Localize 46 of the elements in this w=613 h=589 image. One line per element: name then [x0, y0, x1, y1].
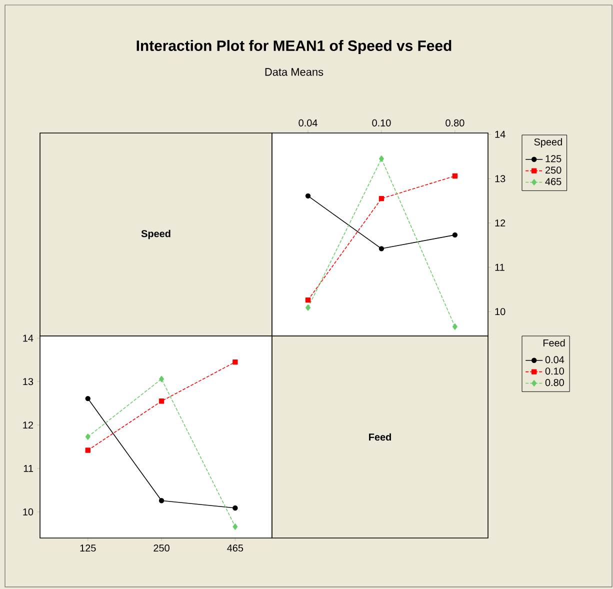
y-tick-label: 10 [23, 508, 34, 516]
legend-title: Speed [534, 138, 562, 148]
text: Interaction Plot for MEAN1 of Speed vs Feed [136, 40, 452, 54]
point [232, 505, 238, 511]
x-tick-label: 0.04 [298, 119, 318, 126]
y-tick-label: 13 [23, 378, 34, 386]
point [85, 396, 90, 402]
point [378, 155, 384, 162]
y-tick-label: 13 [495, 175, 506, 182]
y-tick-label: 10 [495, 308, 506, 316]
point [452, 323, 458, 330]
x-tick-label: 0.10 [372, 119, 391, 126]
point [232, 359, 238, 365]
x-tick-label: 465 [227, 544, 244, 552]
y-tick-label: 11 [24, 465, 34, 472]
legend-label: 0.80 [545, 379, 564, 386]
point [305, 297, 311, 303]
x-tick-label: 125 [80, 544, 96, 552]
point [306, 304, 311, 311]
point [452, 173, 458, 179]
y-tick-label: 12 [495, 219, 506, 226]
legend-label: 250 [545, 166, 562, 174]
point [452, 232, 458, 238]
y-tick-label: 12 [23, 422, 33, 429]
legend-title: Feed [543, 339, 565, 346]
y-tick-label: 14 [495, 130, 506, 138]
legend-label: 0.10 [545, 368, 564, 375]
legend-label: 125 [546, 155, 562, 162]
x-tick-label: 0.80 [446, 119, 464, 126]
y-tick-label: 11 [495, 264, 504, 271]
legend-label: 465 [545, 178, 562, 186]
point [159, 376, 164, 382]
point [158, 498, 164, 504]
point [85, 448, 90, 453]
text: Speed [141, 230, 170, 240]
point [232, 523, 238, 530]
legend-label: 0.04 [545, 356, 564, 364]
point [158, 398, 164, 404]
text: Feed [369, 433, 391, 441]
text: Data Means [265, 68, 324, 76]
point [85, 434, 90, 440]
point [305, 193, 311, 199]
point [378, 196, 384, 202]
point [378, 246, 384, 252]
x-tick-label: 250 [154, 544, 170, 552]
y-tick-label: 14 [23, 334, 34, 342]
